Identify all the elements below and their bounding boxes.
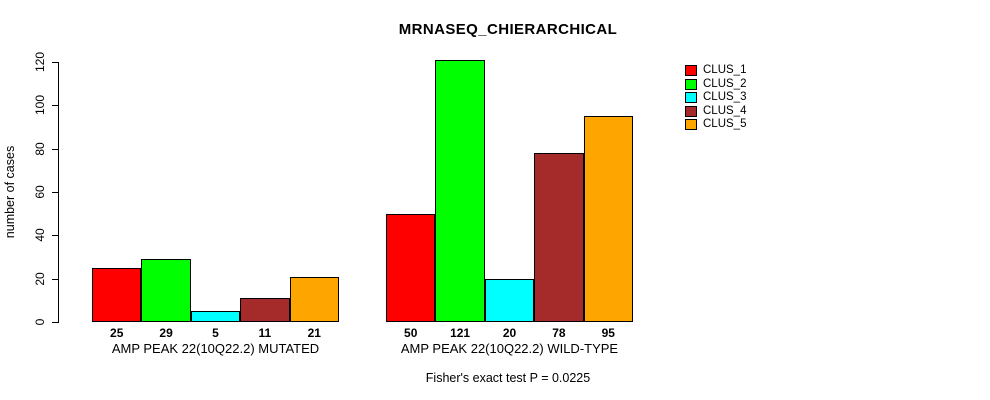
bar-value-label: 25 [110, 326, 124, 340]
y-axis-tick-label: 60 [33, 185, 47, 199]
x-axis-group-label-wild-type: AMP PEAK 22(10Q22.2) WILD-TYPE [400, 341, 619, 356]
legend-label: CLUS_4 [703, 104, 747, 117]
y-axis-tick [52, 322, 58, 323]
footer-annotation: Fisher's exact test P = 0.0225 [425, 371, 591, 385]
legend-swatch-clus_1 [685, 65, 697, 76]
legend-swatch-clus_5 [685, 119, 697, 130]
legend-swatch-clus_4 [685, 105, 697, 117]
bar-value-label: 50 [404, 326, 418, 340]
y-axis-tick [52, 278, 58, 280]
legend-label: CLUS_1 [703, 64, 747, 76]
bar-clus_1-group0 [92, 267, 142, 322]
bar-clus_2-group1 [435, 59, 485, 322]
y-axis-tick-label: 0 [33, 318, 47, 326]
legend-label: CLUS_2 [703, 77, 747, 90]
bar-value-label: 5 [212, 326, 219, 340]
y-axis-title: number of cases [3, 145, 17, 239]
bar-clus_1-group1 [386, 213, 436, 322]
bar-value-label: 95 [601, 326, 615, 340]
legend-swatch-clus_3 [685, 92, 697, 103]
y-axis-tick-label: 40 [33, 228, 47, 243]
legend-entry-clus_1: CLUS_1 [685, 64, 746, 77]
y-axis-tick-label: 80 [33, 141, 47, 156]
y-axis-tick [52, 148, 58, 150]
chart-title: MRNASEQ_CHIERARCHICAL [398, 21, 618, 38]
bar-clus_5-group0 [289, 276, 339, 322]
bar-clus_4-group0 [240, 298, 290, 322]
y-axis-tick-label: 20 [33, 271, 47, 286]
legend-label: CLUS_5 [703, 118, 747, 130]
legend-entry-clus_3: CLUS_3 [685, 91, 746, 104]
y-axis-tick-label: 120 [33, 51, 47, 73]
y-axis-tick-label: 100 [33, 95, 47, 116]
bar-value-label: 11 [258, 326, 272, 340]
bar-value-label: 121 [450, 326, 471, 340]
bar-clus_4-group1 [534, 153, 584, 322]
bar-clus_2-group0 [141, 259, 191, 322]
y-axis-line [58, 62, 59, 323]
y-axis-tick [52, 62, 58, 63]
bar-value-label: 20 [502, 326, 517, 340]
legend-label: CLUS_3 [703, 91, 747, 103]
legend-entry-clus_4: CLUS_4 [685, 105, 746, 118]
y-axis-tick [52, 192, 58, 193]
legend-swatch-clus_2 [685, 78, 697, 90]
bar-clus_3-group0 [190, 311, 241, 322]
bar-value-label: 78 [552, 326, 566, 340]
y-axis-tick [52, 235, 58, 237]
bar-value-label: 29 [159, 326, 173, 340]
legend-entry-clus_2: CLUS_2 [685, 78, 746, 91]
x-axis-group-label-mutated: AMP PEAK 22(10Q22.2) MUTATED [111, 341, 320, 356]
bar-clus_5-group1 [583, 116, 633, 322]
y-axis-tick [52, 105, 58, 107]
bar-clus_3-group1 [484, 278, 535, 322]
legend-entry-clus_5: CLUS_5 [685, 118, 746, 131]
bar-value-label: 21 [307, 326, 321, 340]
